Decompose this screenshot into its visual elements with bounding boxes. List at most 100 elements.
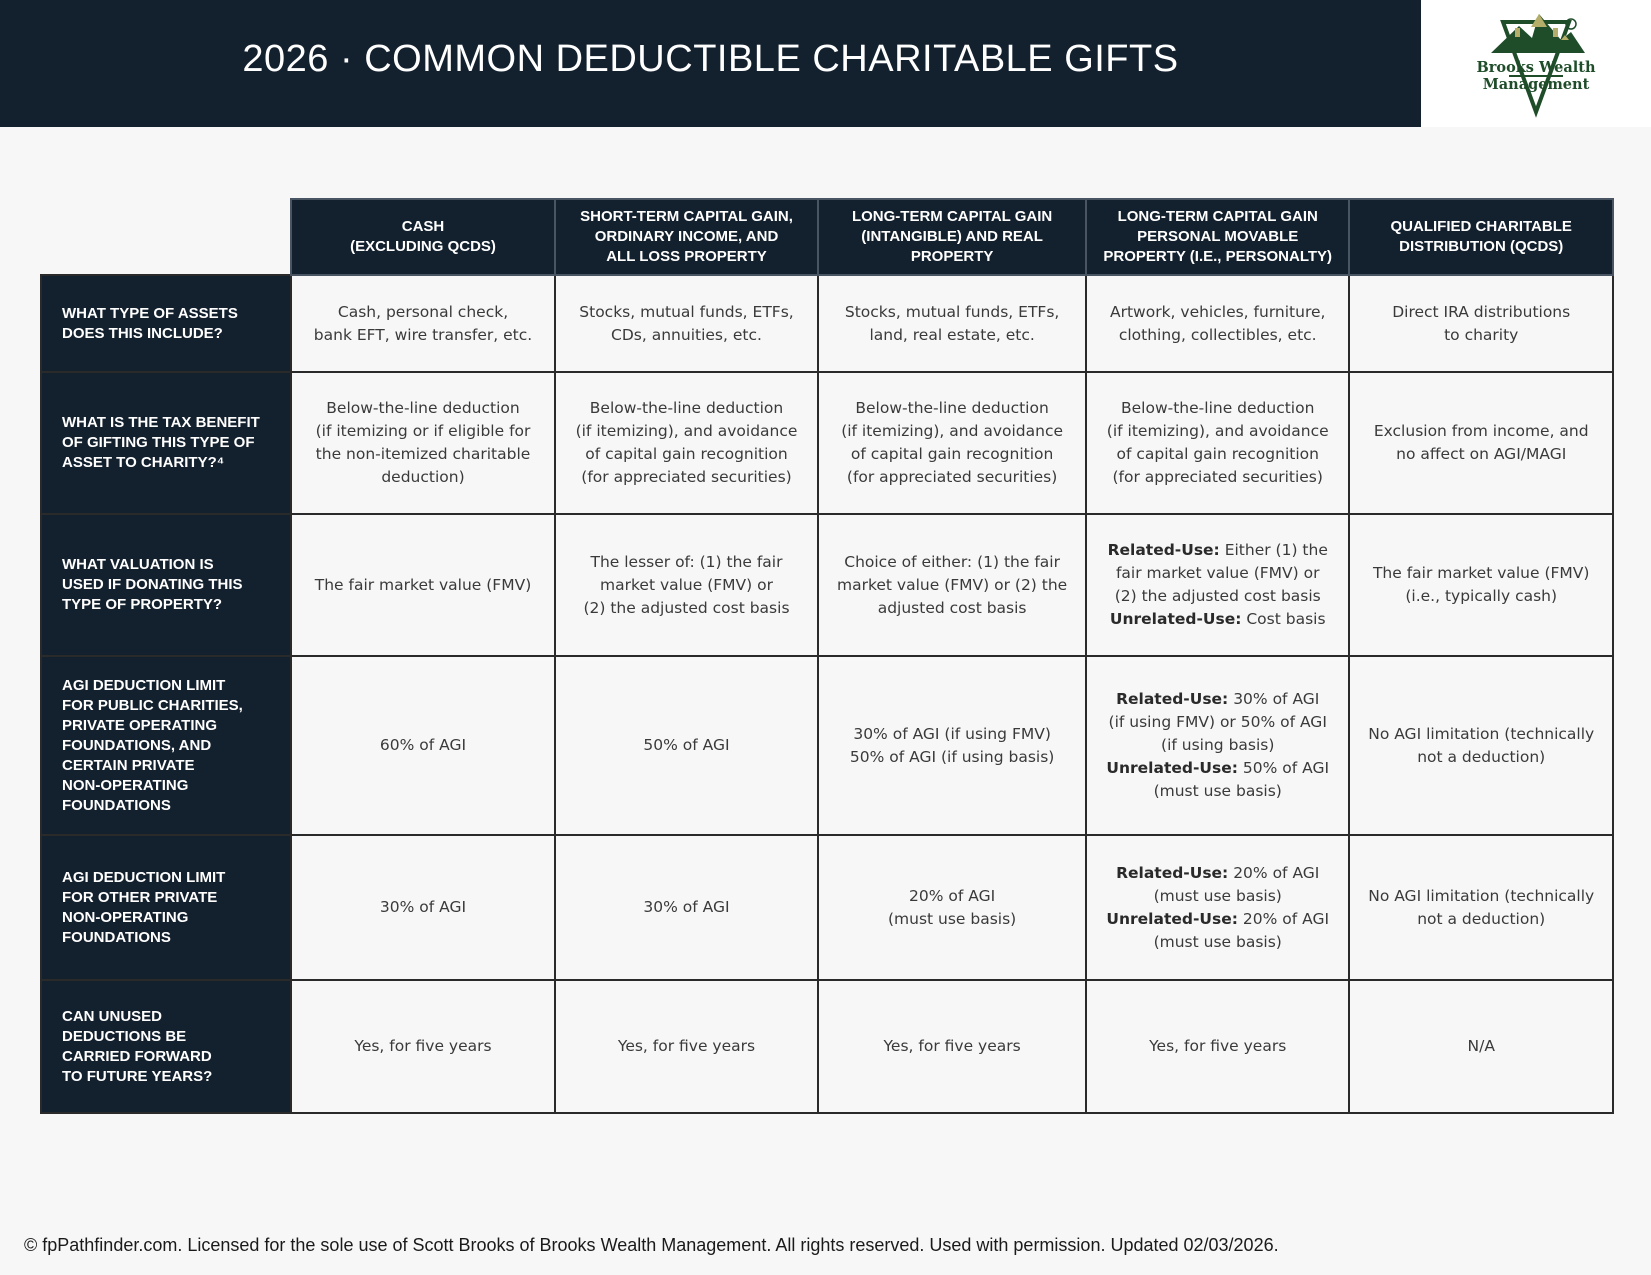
table-row: AGI DEDUCTION LIMIT FOR OTHER PRIVATE NON-…	[40, 834, 1615, 981]
cell-text-line: not a deduction)	[1417, 909, 1546, 928]
cell-text-line: Related-Use: Either (1) the	[1107, 541, 1328, 559]
cell-text-line: Below-the-line deduction	[1121, 399, 1315, 417]
table-cell: The lesser of: (1) the fair market value …	[554, 513, 819, 657]
cell-text-line: of capital gain recognition	[1116, 445, 1319, 463]
cell-text-line: LONG-TERM CAPITAL GAIN	[851, 208, 1053, 225]
cell-text-line: land, real estate, etc.	[869, 325, 1035, 344]
cell-text-line: of capital gain recognition	[585, 445, 788, 463]
column-header: CASH (EXCLUDING QCDS)	[290, 198, 556, 276]
table-cell: 30% of AGI	[290, 834, 556, 981]
page-title: 2026 · COMMON DEDUCTIBLE CHARITABLE GIFT…	[242, 38, 1179, 80]
cell-text-line: market value (FMV) or	[600, 575, 773, 594]
cell-text-line: Unrelated-Use: 50% of AGI	[1106, 759, 1330, 777]
cell-text-line: Below-the-line deduction	[589, 399, 784, 417]
cell-text-line: NON-OPERATING	[62, 776, 189, 794]
table-cell: Below-the-line deduction (if itemizing), …	[554, 371, 819, 515]
cell-text-line: Direct IRA distributions	[1392, 302, 1571, 321]
table-cell: N/A	[1348, 979, 1615, 1114]
table-cell: Exclusion from income, and no affect on A…	[1348, 371, 1615, 515]
table-cell: 50% of AGI	[554, 655, 819, 836]
cell-text-line: FOUNDATIONS, AND	[62, 736, 212, 754]
table-cell: Yes, for five years	[816, 979, 1088, 1114]
cell-text-line: (if itemizing), and avoidance	[841, 422, 1064, 440]
logo-text: Brooks Wealth Management	[1476, 59, 1596, 93]
cell-text-line: Choice of either: (1) the fair	[844, 552, 1060, 571]
cell-text-line: SHORT-TERM CAPITAL GAIN,	[580, 208, 793, 225]
cell-text-line: Related-Use: 30% of AGI	[1116, 690, 1320, 708]
cell-text-line: Yes, for five years	[1149, 1037, 1287, 1055]
cell-text-line: WHAT TYPE OF ASSETS	[62, 304, 238, 322]
table-row: CAN UNUSED DEDUCTIONS BE CARRIED FORWARD TO…	[40, 979, 1615, 1114]
cell-text-line: DOES THIS INCLUDE?	[62, 324, 223, 342]
cell-text-line: CDs, annuities, etc.	[611, 325, 762, 344]
cell-text-line: no affect on AGI/MAGI	[1396, 445, 1567, 463]
cell-text-line: (must use basis)	[1153, 782, 1282, 800]
table-row: WHAT IS THE TAX BENEFIT OF GIFTING THIS T…	[40, 371, 1615, 515]
gifts-table-container: CASH (EXCLUDING QCDS) SHORT-TERM CAPITAL …	[40, 198, 1615, 1114]
cell-text-line: clothing, collectibles, etc.	[1118, 325, 1317, 344]
cell-text-line: 50% of AGI (if using basis)	[849, 747, 1055, 766]
cell-text-line: NON-OPERATING	[62, 908, 189, 926]
cell-text-line: Below-the-line deduction	[855, 399, 1049, 417]
cell-text-line: The fair market value (FMV)	[1372, 564, 1590, 582]
column-header: LONG-TERM CAPITAL GAIN PERSONAL MOVABLE PR…	[1085, 198, 1351, 276]
cell-text-line: Cash, personal check,	[337, 302, 509, 321]
cell-text-line: adjusted cost basis	[877, 598, 1027, 617]
cell-text-line: WHAT IS THE TAX BENEFIT	[62, 414, 260, 431]
cell-text-line: CASH	[401, 218, 445, 235]
cell-text-line: FOR PUBLIC CHARITIES,	[62, 696, 243, 714]
row-header: WHAT IS THE TAX BENEFIT OF GIFTING THIS T…	[40, 371, 292, 515]
table-cell: Artwork, vehicles, furniture, clothing, c…	[1085, 274, 1351, 373]
cell-text-line: (if using basis)	[1161, 736, 1275, 754]
header-bar: 2026 · COMMON DEDUCTIBLE CHARITABLE GIFT…	[0, 0, 1421, 127]
table-cell: Stocks, mutual funds, ETFs, land, real es…	[816, 274, 1088, 373]
row-header: AGI DEDUCTION LIMIT FOR PUBLIC CHARITIES,…	[40, 655, 292, 836]
cell-text-line: (must use basis)	[1153, 932, 1282, 951]
company-logo: Brooks Wealth Management	[1421, 0, 1651, 127]
table-cell: 60% of AGI	[290, 655, 556, 836]
cell-text-line: FOUNDATIONS	[62, 796, 171, 814]
copyright-footer: © fpPathfinder.com. Licensed for the sol…	[24, 1235, 1279, 1255]
cell-text-line: ORDINARY INCOME, AND	[594, 228, 779, 245]
cell-text-line: (if itemizing), and avoidance	[1106, 422, 1329, 440]
cell-text-line: (for appreciated securities)	[581, 468, 792, 486]
cell-text-line: (for appreciated securities)	[846, 468, 1058, 486]
cell-text-line: CARRIED FORWARD	[62, 1047, 212, 1065]
table-cell: Yes, for five years	[290, 979, 556, 1114]
mountain-logo-icon	[1491, 14, 1585, 118]
cell-text-line: WHAT VALUATION IS	[62, 556, 214, 573]
table-cell: 30% of AGI	[554, 834, 819, 981]
cell-text-line: DEDUCTIONS BE	[62, 1027, 187, 1045]
table-row: AGI DEDUCTION LIMIT FOR PUBLIC CHARITIES,…	[40, 655, 1615, 836]
cell-text-line: OF GIFTING THIS TYPE OF	[62, 434, 255, 451]
cell-text-line: No AGI limitation (technically	[1368, 724, 1595, 743]
column-header: SHORT-TERM CAPITAL GAIN, ORDINARY INCOME,…	[554, 198, 819, 276]
cell-text-line: ASSET TO CHARITY?⁴	[62, 454, 225, 471]
table-row: WHAT TYPE OF ASSETS DOES THIS INCLUDE? Ca…	[40, 274, 1615, 373]
cell-text-line: Stocks, mutual funds, ETFs,	[579, 302, 794, 321]
cell-text-line: (INTANGIBLE) AND REAL	[861, 228, 1043, 245]
cell-text-line: deduction)	[381, 468, 465, 486]
cell-text-line: CERTAIN PRIVATE	[62, 756, 195, 774]
table-cell: Below-the-line deduction (if itemizing or…	[290, 371, 556, 515]
cell-text-line: (for appreciated securities)	[1112, 468, 1323, 486]
cell-text-line: 60% of AGI	[379, 736, 467, 754]
cell-text-line: AGI DEDUCTION LIMIT	[62, 676, 226, 694]
cell-text-line: DISTRIBUTION (QCDS)	[1399, 238, 1564, 255]
cell-text-line: 30% of AGI	[643, 898, 730, 916]
cell-text-line: PERSONAL MOVABLE	[1137, 228, 1299, 245]
table-cell: Related-Use: 20% of AGI (must use basis) U…	[1085, 834, 1351, 981]
table-row: WHAT VALUATION IS USED IF DONATING THIS TY…	[40, 513, 1615, 657]
cell-text-line: Yes, for five years	[617, 1037, 756, 1055]
cell-text-line: N/A	[1467, 1037, 1495, 1055]
cell-text-line: LONG-TERM CAPITAL GAIN	[1117, 208, 1318, 225]
cell-text-line: AGI DEDUCTION LIMIT	[62, 868, 226, 886]
row-header: WHAT VALUATION IS USED IF DONATING THIS TY…	[40, 513, 292, 657]
table-cell: Related-Use: Either (1) the fair market v…	[1085, 513, 1351, 657]
charitable-gifts-table: CASH (EXCLUDING QCDS) SHORT-TERM CAPITAL …	[40, 198, 1615, 1114]
table-cell: 20% of AGI (must use basis)	[816, 834, 1088, 981]
cell-text-line: 30% of AGI	[379, 898, 467, 916]
table-cell: The fair market value (FMV)	[290, 513, 556, 657]
cell-text-line: The lesser of: (1) the fair	[590, 552, 783, 571]
table-cell: Yes, for five years	[554, 979, 819, 1114]
